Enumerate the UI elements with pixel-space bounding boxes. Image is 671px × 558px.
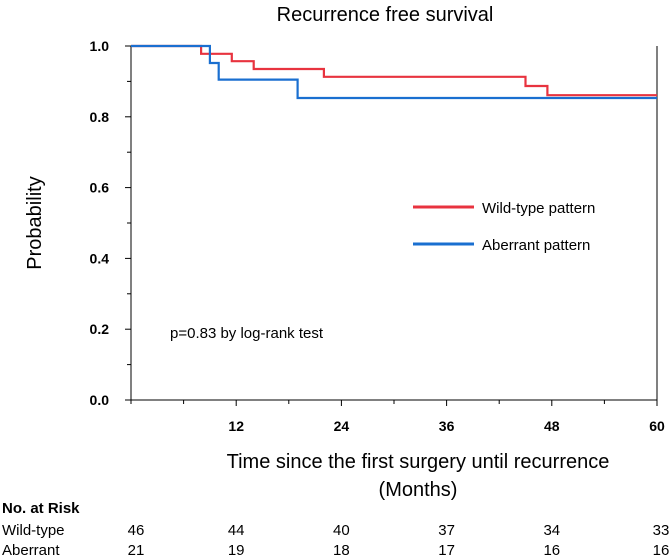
y-axis-label: Probability: [24, 176, 46, 269]
x-axis-label-line1: Time since the first surgery until recur…: [227, 451, 610, 473]
y-tick-label: 0.2: [90, 321, 110, 337]
y-tick-label: 1.0: [90, 38, 110, 54]
x-tick-label: 24: [334, 418, 350, 434]
y-axis-ticks: 0.0 0.2 0.4 0.6 0.8 1.0: [90, 38, 131, 408]
risk-count: 37: [438, 522, 455, 539]
chart-title: Recurrence free survival: [277, 4, 494, 26]
risk-count: 46: [128, 522, 145, 539]
x-tick-label: 60: [649, 418, 665, 434]
y-tick-label: 0.0: [90, 392, 110, 408]
x-axis-label-line2: (Months): [379, 479, 458, 501]
risk-count: 19: [228, 542, 245, 558]
x-axis-ticks: 12 24 36 48 60: [130, 400, 665, 434]
legend-label: Wild-type pattern: [482, 200, 595, 217]
y-tick-label: 0.6: [90, 180, 110, 196]
risk-count: 44: [228, 522, 245, 539]
risk-count: 16: [543, 542, 560, 558]
y-tick-label: 0.4: [90, 250, 110, 266]
risk-count: 16: [653, 542, 670, 558]
risk-count: 40: [333, 522, 350, 539]
x-tick-label: 48: [544, 418, 560, 434]
x-tick-label: 12: [228, 418, 244, 434]
aberrant-curve: [131, 44, 657, 100]
y-tick-label: 0.8: [90, 109, 110, 125]
survival-curves: [131, 44, 657, 100]
legend: Wild-type pattern Aberrant pattern: [413, 200, 595, 254]
wild-type-curve: [131, 44, 657, 97]
risk-row-label: Wild-type: [2, 522, 65, 539]
legend-label: Aberrant pattern: [482, 237, 590, 254]
risk-table: Wild-type 46 44 40 37 34 33 Aberrant 21 19 18 17 16 1…: [2, 522, 669, 558]
risk-count: 21: [128, 542, 145, 558]
risk-count: 34: [543, 522, 560, 539]
risk-row-label: Aberrant: [2, 542, 60, 558]
risk-count: 33: [653, 522, 670, 539]
risk-count: 18: [333, 542, 350, 558]
x-tick-label: 36: [439, 418, 455, 434]
risk-table-header: No. at Risk: [2, 500, 80, 517]
risk-count: 17: [438, 542, 455, 558]
pvalue-annotation: p=0.83 by log-rank test: [170, 325, 324, 342]
